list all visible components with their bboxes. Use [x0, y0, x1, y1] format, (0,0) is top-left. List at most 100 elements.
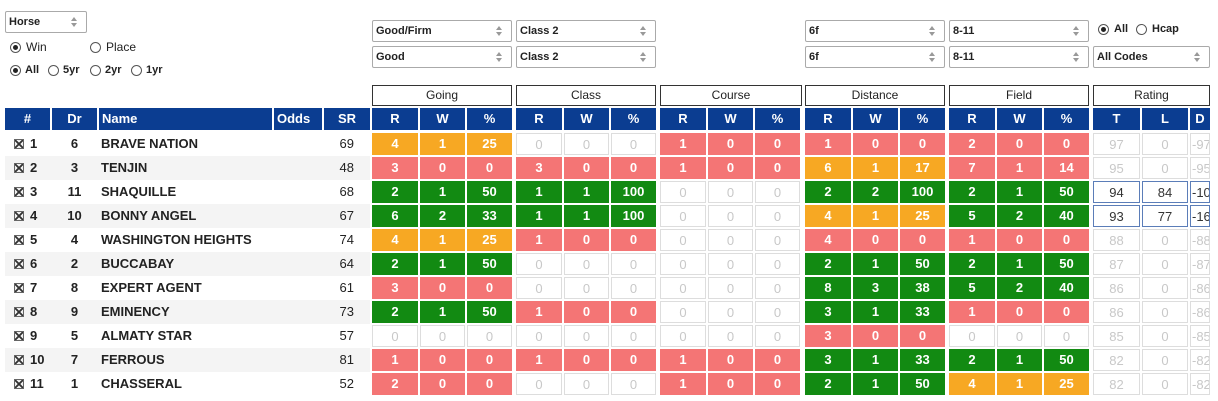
rating-cell: 0: [1142, 373, 1188, 395]
stat-cell: 1: [564, 205, 609, 227]
stat-cell: 0: [755, 181, 800, 203]
stat-cell: 0: [708, 301, 753, 323]
stat-cell: 1: [420, 253, 465, 275]
stat-cell: 0: [564, 229, 609, 251]
stat-cell: 1: [997, 253, 1042, 275]
rating-cell: -86: [1190, 301, 1210, 323]
period-radio[interactable]: [90, 65, 101, 76]
stat-cell: 0: [708, 349, 753, 371]
period-radio[interactable]: [131, 65, 142, 76]
stat-cell: 0: [900, 133, 945, 155]
remove-checkbox[interactable]: [14, 163, 24, 173]
horse-name: TENJIN: [101, 160, 148, 175]
stat-cell: 1: [997, 349, 1042, 371]
row-background: [5, 348, 370, 372]
select-arrow: [1073, 52, 1080, 62]
group-header: Rating: [1093, 85, 1210, 106]
race-type-radio-label[interactable]: All: [1114, 23, 1129, 35]
stat-cell: 0: [660, 325, 706, 347]
column-header: %: [755, 108, 800, 130]
remove-checkbox[interactable]: [14, 307, 24, 317]
period-radio-label[interactable]: 2yr: [105, 64, 122, 76]
stat-cell: 1: [516, 301, 562, 323]
rating-cell: 84: [1142, 181, 1188, 203]
stat-cell: 0: [1044, 301, 1089, 323]
stat-cell: 1: [660, 133, 706, 155]
stat-cell: 0: [708, 157, 753, 179]
stat-cell: 1: [853, 205, 898, 227]
rating-cell: -95: [1190, 157, 1210, 179]
stat-cell: 4: [805, 205, 851, 227]
speed-rating: 69: [339, 136, 354, 151]
remove-checkbox[interactable]: [14, 259, 24, 269]
stat-cell: 5: [949, 277, 995, 299]
stat-cell: 1: [516, 205, 562, 227]
result-radio-label[interactable]: Place: [106, 40, 137, 54]
stat-cell: 3: [372, 157, 418, 179]
filter-select[interactable]: Class 2: [516, 46, 656, 68]
filter-select[interactable]: 8-11: [949, 46, 1089, 68]
period-radio[interactable]: [10, 65, 21, 76]
column-header: SR: [324, 108, 370, 130]
stat-cell: 1: [660, 349, 706, 371]
stat-cell: 50: [900, 253, 945, 275]
stat-cell: 1: [516, 229, 562, 251]
sort-select[interactable]: Horse: [5, 11, 87, 33]
filter-select[interactable]: Good: [372, 46, 512, 68]
select-arrow: [496, 52, 503, 62]
result-radio[interactable]: [10, 42, 21, 53]
remove-checkbox[interactable]: [14, 355, 24, 365]
stat-cell: 0: [611, 301, 656, 323]
rating-cell: -85: [1190, 325, 1210, 347]
stat-cell: 2: [372, 253, 418, 275]
filter-select[interactable]: 6f: [805, 20, 945, 42]
draw: 3: [70, 160, 79, 175]
draw: 10: [67, 208, 82, 223]
stat-cell: 2: [997, 205, 1042, 227]
result-radio[interactable]: [90, 42, 101, 53]
stat-cell: 2: [949, 349, 995, 371]
runner-number: 6: [30, 256, 38, 271]
rating-cell: 77: [1142, 205, 1188, 227]
filter-select[interactable]: Class 2: [516, 20, 656, 42]
period-radio-label[interactable]: 5yr: [63, 64, 80, 76]
row-background: [5, 228, 370, 252]
period-radio[interactable]: [48, 65, 59, 76]
remove-checkbox[interactable]: [14, 139, 24, 149]
remove-checkbox[interactable]: [14, 379, 24, 389]
remove-checkbox[interactable]: [14, 331, 24, 341]
filter-select[interactable]: 6f: [805, 46, 945, 68]
stat-cell: 1: [853, 349, 898, 371]
stat-cell: 0: [420, 157, 465, 179]
speed-rating: 52: [339, 376, 354, 391]
stat-cell: 0: [997, 325, 1042, 347]
stat-cell: 0: [467, 349, 512, 371]
rating-cell: -86: [1190, 277, 1210, 299]
stat-cell: 0: [564, 253, 609, 275]
codes-select[interactable]: All Codes: [1093, 46, 1210, 68]
period-radio-label[interactable]: 1yr: [146, 64, 163, 76]
stat-cell: 0: [611, 349, 656, 371]
stat-cell: 0: [1044, 229, 1089, 251]
column-header: R: [949, 108, 995, 130]
period-radio-label[interactable]: All: [25, 64, 40, 76]
filter-select[interactable]: 8-11: [949, 20, 1089, 42]
stat-cell: 0: [755, 301, 800, 323]
speed-rating: 61: [339, 280, 354, 295]
draw: 7: [70, 352, 79, 367]
rating-cell: 86: [1093, 301, 1140, 323]
select-arrow: [1194, 52, 1201, 62]
stat-cell: 0: [997, 133, 1042, 155]
filter-select[interactable]: Good/Firm: [372, 20, 512, 42]
remove-checkbox[interactable]: [14, 235, 24, 245]
remove-checkbox[interactable]: [14, 211, 24, 221]
race-type-radio[interactable]: [1098, 24, 1109, 35]
remove-checkbox[interactable]: [14, 283, 24, 293]
stat-cell: 100: [611, 181, 656, 203]
group-header: Class: [516, 85, 656, 106]
column-header: R: [660, 108, 706, 130]
race-type-radio-label[interactable]: Hcap: [1152, 23, 1179, 35]
result-radio-label[interactable]: Win: [26, 40, 47, 54]
race-type-radio[interactable]: [1136, 24, 1147, 35]
remove-checkbox[interactable]: [14, 187, 24, 197]
